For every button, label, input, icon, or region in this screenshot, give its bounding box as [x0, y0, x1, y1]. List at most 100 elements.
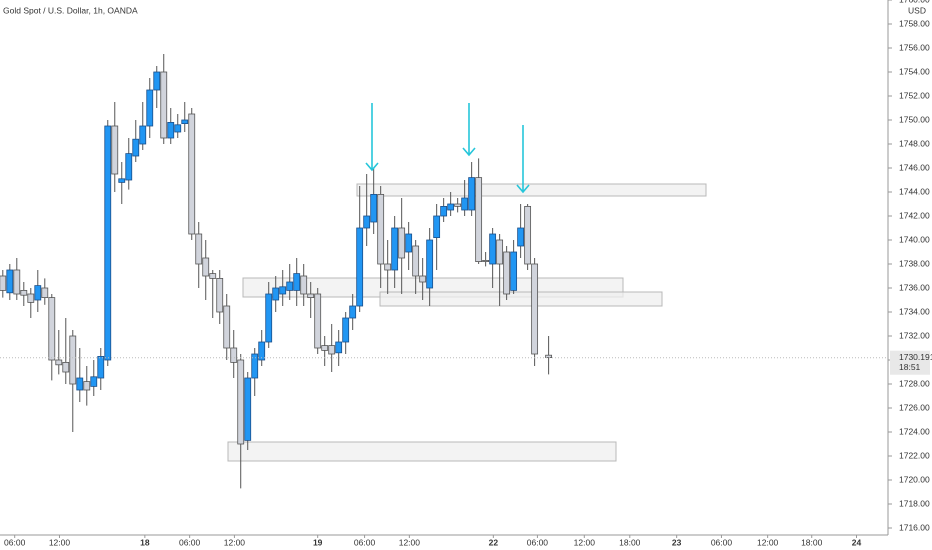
candle-body — [286, 281, 294, 291]
candle-body — [475, 177, 483, 263]
candle-body — [447, 203, 455, 211]
candle-body — [230, 347, 238, 363]
y-tick-label: 1758.00 — [899, 18, 930, 28]
y-tick-label: 1738.00 — [899, 258, 930, 268]
x-tick-label: 06:00 — [354, 537, 376, 547]
candle-body — [125, 153, 133, 181]
candle-body — [167, 122, 175, 139]
y-tick-label: 1736.00 — [899, 282, 930, 292]
x-tick-label: 06:00 — [179, 537, 201, 547]
candle-body — [97, 355, 105, 379]
candle-body — [482, 259, 490, 262]
candle-body — [405, 233, 413, 253]
candle-body — [419, 275, 427, 283]
candle-body — [279, 286, 287, 295]
candle-body — [384, 263, 392, 271]
candle-body — [251, 353, 259, 379]
x-tick-label: 12:00 — [399, 537, 421, 547]
candle-body — [146, 89, 154, 127]
candle-body — [510, 251, 518, 291]
x-tick-label: 12:00 — [574, 537, 596, 547]
y-tick-label: 1734.00 — [899, 306, 930, 316]
candle-body — [41, 287, 49, 298]
candle-body — [132, 138, 140, 157]
candle-body — [370, 193, 378, 223]
candle-body — [223, 305, 231, 349]
candle-body — [391, 227, 399, 271]
candle-body — [293, 273, 301, 291]
x-tick-label: 12:00 — [49, 537, 71, 547]
candle-body — [349, 305, 357, 319]
x-tick-label: 12:00 — [224, 537, 246, 547]
candle-body — [216, 277, 224, 313]
candle-body — [118, 178, 126, 183]
candle-body — [524, 205, 532, 265]
candle-body — [139, 125, 147, 145]
y-tick-label: 1746.00 — [899, 162, 930, 172]
y-tick-label: 1748.00 — [899, 138, 930, 148]
candle-body — [209, 273, 217, 279]
candle-body — [363, 215, 371, 229]
candle-body — [104, 125, 112, 361]
candle-body — [398, 227, 406, 259]
candle-body — [468, 177, 476, 211]
candle-body — [300, 275, 308, 295]
candle-body — [76, 377, 84, 391]
y-tick-label: 1728.00 — [899, 378, 930, 388]
x-tick-label: 24 — [852, 537, 862, 547]
y-tick-label: 1744.00 — [899, 186, 930, 196]
arrow — [365, 103, 379, 172]
candle-body — [377, 193, 385, 265]
candle-body — [342, 317, 350, 343]
axis-unit: USD — [908, 5, 926, 15]
candle-body — [503, 251, 511, 295]
arrow — [516, 125, 530, 194]
candle-body — [440, 205, 448, 217]
candle-body — [111, 125, 119, 175]
y-tick-label: 1726.00 — [899, 402, 930, 412]
candle-body — [62, 361, 70, 373]
candle-body — [321, 345, 329, 351]
y-tick-label: 1760.00 — [899, 0, 930, 4]
y-tick-label: 1732.00 — [899, 330, 930, 340]
x-tick-label: 12:00 — [757, 537, 779, 547]
countdown-label: 18:51 — [899, 362, 921, 372]
candle-body — [461, 197, 469, 211]
candle-body — [545, 354, 553, 359]
arrows — [365, 103, 530, 194]
y-tick-label: 1740.00 — [899, 234, 930, 244]
y-tick-label: 1724.00 — [899, 426, 930, 436]
candle-body — [27, 293, 35, 303]
x-tick-label: 23 — [672, 537, 682, 547]
y-tick-label: 1752.00 — [899, 90, 930, 100]
y-tick-label: 1750.00 — [899, 114, 930, 124]
candle-body — [55, 359, 63, 366]
candle-body — [265, 293, 273, 343]
x-tick-label: 18:00 — [619, 537, 641, 547]
candle-body — [531, 263, 539, 355]
y-tick-label: 1718.00 — [899, 498, 930, 508]
zone — [227, 441, 617, 462]
y-tick-label: 1722.00 — [899, 450, 930, 460]
candle-body — [258, 341, 266, 361]
candle-body — [454, 203, 462, 207]
x-tick-label: 06:00 — [4, 537, 26, 547]
last-price-label: 1730.191 — [899, 352, 932, 362]
candle-body — [489, 233, 497, 265]
candle-body — [426, 239, 434, 289]
y-tick-label: 1756.00 — [899, 42, 930, 52]
x-tick-label: 22 — [489, 537, 499, 547]
x-tick-label: 06:00 — [711, 537, 733, 547]
candle-body — [188, 113, 196, 235]
candle-body — [153, 71, 161, 91]
y-tick-label: 1754.00 — [899, 66, 930, 76]
x-tick-label: 18 — [140, 537, 150, 547]
candle-body — [496, 239, 504, 265]
candle-body — [195, 233, 203, 265]
candle-body — [181, 119, 189, 124]
candle-body — [20, 289, 28, 296]
candle-body — [83, 381, 91, 391]
candle-body — [237, 359, 245, 445]
